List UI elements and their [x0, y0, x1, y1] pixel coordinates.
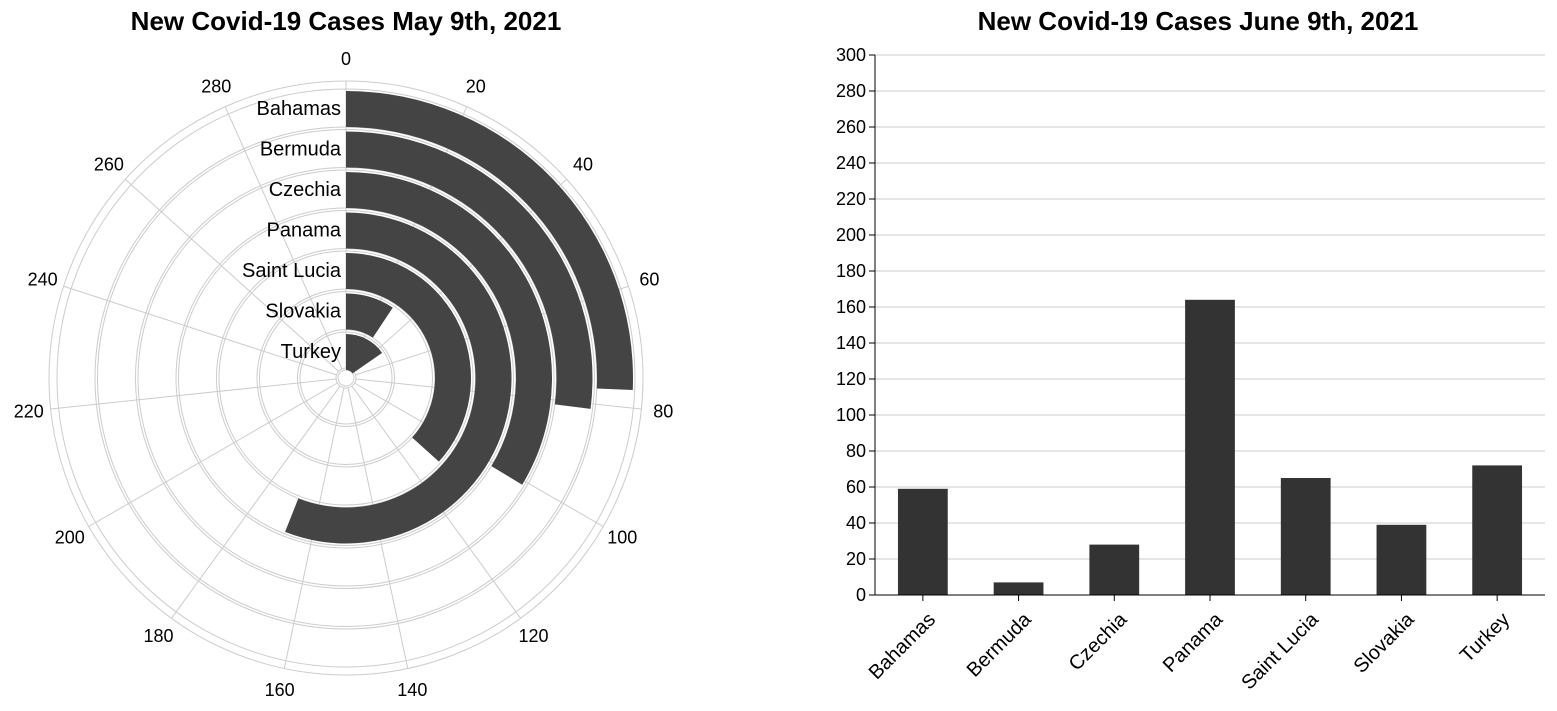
radial-bar-czechia: [346, 172, 552, 485]
radial-bar-bermuda: [346, 131, 593, 409]
radial-tick-label-140: 140: [397, 680, 427, 700]
radial-chart-title: New Covid-19 Cases May 9th, 2021: [131, 6, 562, 36]
bar-bahamas: [897, 488, 948, 595]
bar-turkey: [1472, 465, 1523, 595]
radial-tick-label-220: 220: [14, 401, 44, 421]
bar-y-tick-label-240: 240: [836, 153, 866, 173]
radial-category-label-saint-lucia: Saint Lucia: [242, 260, 342, 282]
radial-category-label-bermuda: Bermuda: [260, 139, 342, 161]
radial-tick-label-80: 80: [653, 401, 673, 421]
bar-y-tick-label-40: 40: [846, 513, 866, 533]
radial-bar-panama: [285, 212, 512, 544]
radial-tick-label-200: 200: [55, 528, 85, 548]
bar-x-tick-label-slovakia: Slovakia: [1350, 608, 1420, 678]
radial-spoke: [63, 285, 337, 376]
radial-tick-label-100: 100: [607, 528, 637, 548]
radial-category-label-panama: Panama: [267, 220, 342, 242]
radial-category-labels: Bahamas Bermuda Czechia Panama Saint Lucia Sl…: [242, 98, 342, 363]
radial-angular-ticks: 0 20 40 60 80 100 120 140 160 180 200 220 240 260 280: [14, 49, 674, 700]
radial-grid-ring: [337, 369, 355, 387]
bar-y-tick-label-280: 280: [836, 81, 866, 101]
radial-bar-chart: New Covid-19 Cases May 9th, 2021 0 20 40 60…: [14, 6, 674, 700]
radial-category-label-turkey: Turkey: [281, 341, 341, 363]
radial-tick-label-260: 260: [94, 155, 124, 175]
bar-x-tick-label-bahamas: Bahamas: [865, 609, 940, 684]
radial-bar-slovakia: [346, 293, 393, 338]
radial-tick-label-0: 0: [341, 49, 351, 69]
bar-y-tick-label-80: 80: [846, 441, 866, 461]
radial-tick-label-20: 20: [466, 77, 486, 97]
bar-y-tick-label-260: 260: [836, 117, 866, 137]
radial-bar-turkey: [346, 334, 383, 374]
radial-tick-label-280: 280: [201, 77, 231, 97]
radial-bar-saint-lucia: [346, 253, 471, 462]
bar-chart: New Covid-19 Cases June 9th, 2021 0 20 40 6…: [836, 6, 1545, 694]
radial-tick-label-40: 40: [573, 155, 593, 175]
bar-y-tick-label-0: 0: [856, 585, 866, 605]
bar-y-tick-label-160: 160: [836, 297, 866, 317]
bar-y-tick-label-180: 180: [836, 261, 866, 281]
bar-y-tick-label-20: 20: [846, 549, 866, 569]
bar-y-tick-label-120: 120: [836, 369, 866, 389]
bar-x-tick-label-turkey: Turkey: [1456, 609, 1514, 667]
bar-y-tick-label-140: 140: [836, 333, 866, 353]
bar-slovakia: [1376, 524, 1427, 595]
radial-grid: [48, 80, 644, 676]
bar-y-tick-label-300: 300: [836, 45, 866, 65]
radial-spoke: [50, 378, 337, 410]
bar-y-tick-label-60: 60: [846, 477, 866, 497]
bar-y-tick-label-100: 100: [836, 405, 866, 425]
bar-x-tick-label-saint-lucia: Saint Lucia: [1237, 608, 1323, 694]
bar-y-tick-label-200: 200: [836, 225, 866, 245]
radial-bar-bahamas: [346, 91, 633, 391]
radial-spoke: [124, 178, 339, 372]
bar-bars: [897, 299, 1523, 595]
bar-bermuda: [993, 582, 1044, 595]
bar-x-tick-label-czechia: Czechia: [1065, 608, 1132, 675]
bar-x-tick-labels: Bahamas Bermuda Czechia Panama Saint Lucia Sl…: [865, 608, 1515, 694]
bar-czechia: [1089, 544, 1140, 595]
bar-y-tick-labels: 0 20 40 60 80 100 120 140 160 180 200 220 240 260 280 3…: [836, 45, 866, 605]
radial-tick-label-120: 120: [518, 626, 548, 646]
bar-y-tick-label-220: 220: [836, 189, 866, 209]
radial-spoke: [171, 385, 341, 619]
radial-tick-label-160: 160: [265, 680, 295, 700]
bar-saint-lucia: [1280, 478, 1331, 595]
radial-spoke: [224, 106, 343, 370]
bar-chart-title: New Covid-19 Cases June 9th, 2021: [978, 6, 1419, 36]
bar-x-tick-label-bermuda: Bermuda: [963, 608, 1037, 682]
radial-category-label-bahamas: Bahamas: [257, 98, 342, 120]
radial-tick-label-240: 240: [28, 269, 58, 289]
bar-axes: [869, 54, 1545, 601]
radial-category-label-czechia: Czechia: [269, 179, 342, 201]
radial-tick-label-180: 180: [143, 626, 173, 646]
radial-tick-label-60: 60: [639, 269, 659, 289]
radial-spoke: [88, 382, 338, 527]
radial-category-label-slovakia: Slovakia: [265, 301, 341, 323]
radial-bars: [285, 91, 633, 544]
bar-panama: [1185, 299, 1235, 595]
bar-x-tick-label-panama: Panama: [1159, 608, 1228, 677]
